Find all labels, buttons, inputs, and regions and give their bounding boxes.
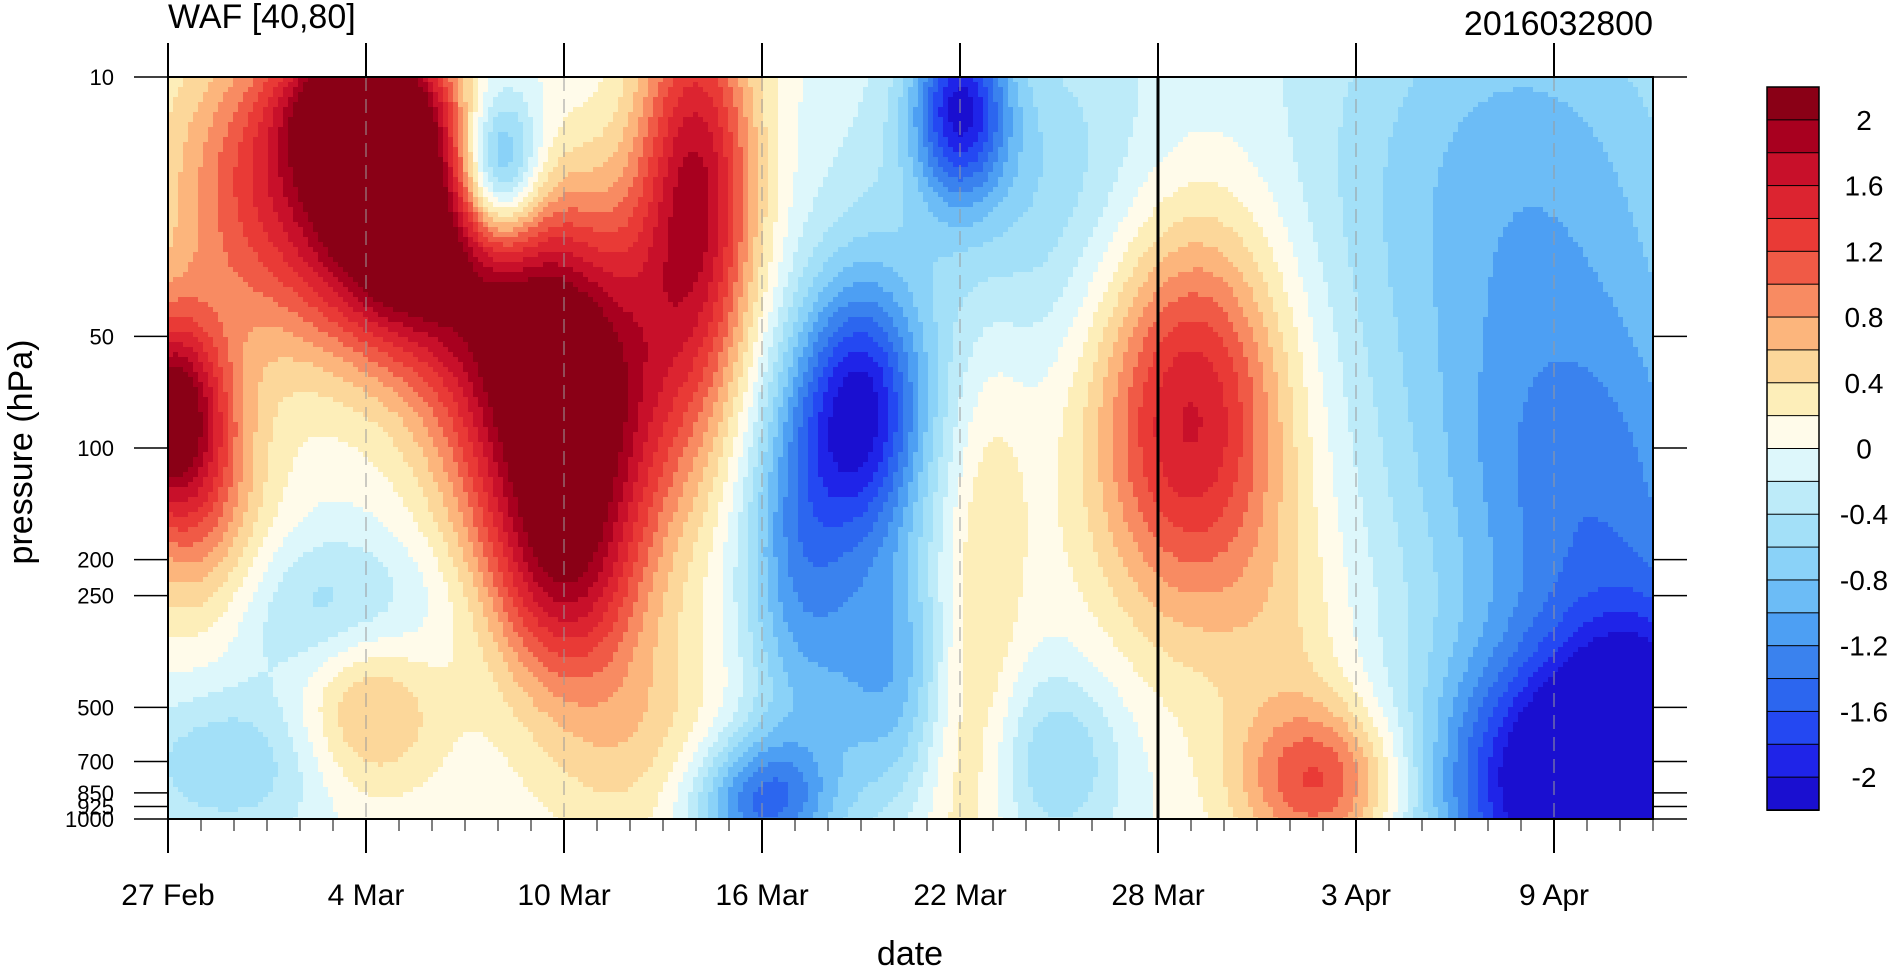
colorbar-swatch	[1767, 646, 1819, 679]
y-axis-label: pressure (hPa)	[2, 340, 40, 565]
y-tick-label: 1000	[65, 807, 114, 832]
colorbar-swatch	[1767, 251, 1819, 284]
x-tick-label: 28 Mar	[1111, 879, 1204, 912]
colorbar-label: -1.6	[1840, 696, 1888, 727]
colorbar-swatch	[1767, 218, 1819, 251]
chart-subtitle: 2016032800	[1464, 5, 1653, 43]
colorbar-swatch	[1767, 679, 1819, 712]
colorbar-label: 2	[1856, 105, 1872, 136]
x-tick-label: 9 Apr	[1519, 879, 1589, 912]
colorbar: 2 1.6 1.2 0.8 0.4 0 -0.4 -0.8 -1.2 -1.6 -2	[1767, 87, 1888, 811]
colorbar-label: 1.6	[1845, 171, 1884, 202]
colorbar-label: 0.8	[1845, 302, 1884, 333]
colorbar-swatch	[1767, 383, 1819, 416]
colorbar-label: -2	[1852, 762, 1877, 793]
y-tick-label: 10	[90, 65, 114, 90]
colorbar-swatch	[1767, 87, 1819, 120]
x-tick-label: 10 Mar	[517, 879, 610, 912]
colorbar-swatch	[1767, 613, 1819, 646]
waf-contour-chart: 27 Feb 4 Mar 10 Mar 16 Mar 22 Mar 28 Mar 3 Apr…	[0, 0, 1889, 968]
colorbar-swatch	[1767, 744, 1819, 777]
y-tick-label: 250	[77, 584, 114, 609]
colorbar-label: -0.4	[1840, 499, 1888, 530]
colorbar-swatch	[1767, 416, 1819, 449]
y-tick-label: 50	[90, 324, 114, 349]
colorbar-label: 0.4	[1845, 368, 1884, 399]
colorbar-swatch	[1767, 449, 1819, 482]
colorbar-swatch	[1767, 350, 1819, 383]
x-tick-label: 4 Mar	[328, 879, 405, 912]
chart-title: WAF [40,80]	[168, 0, 356, 36]
colorbar-label: -0.8	[1840, 565, 1888, 596]
x-tick-label: 22 Mar	[913, 879, 1006, 912]
colorbar-swatch	[1767, 317, 1819, 350]
colorbar-label: 0	[1856, 434, 1872, 465]
x-tick-label: 3 Apr	[1321, 879, 1391, 912]
colorbar-swatch	[1767, 153, 1819, 186]
colorbar-swatch	[1767, 481, 1819, 514]
colorbar-label: -1.2	[1840, 631, 1888, 662]
colorbar-label: 1.2	[1845, 236, 1884, 267]
colorbar-swatch	[1767, 120, 1819, 153]
colorbar-swatch	[1767, 284, 1819, 317]
colorbar-swatch	[1767, 547, 1819, 580]
x-tick-label: 16 Mar	[715, 879, 808, 912]
colorbar-swatch	[1767, 580, 1819, 613]
y-tick-label: 500	[77, 695, 114, 720]
colorbar-swatch	[1767, 711, 1819, 744]
colorbar-swatch	[1767, 514, 1819, 547]
y-tick-label: 100	[77, 436, 114, 461]
colorbar-swatch	[1767, 777, 1819, 810]
y-tick-label: 200	[77, 548, 114, 573]
x-tick-label: 27 Feb	[121, 879, 214, 912]
x-axis-label: date	[877, 935, 943, 968]
y-tick-label: 700	[77, 750, 114, 775]
colorbar-swatch	[1767, 186, 1819, 219]
contour-plot-area	[168, 77, 1654, 820]
